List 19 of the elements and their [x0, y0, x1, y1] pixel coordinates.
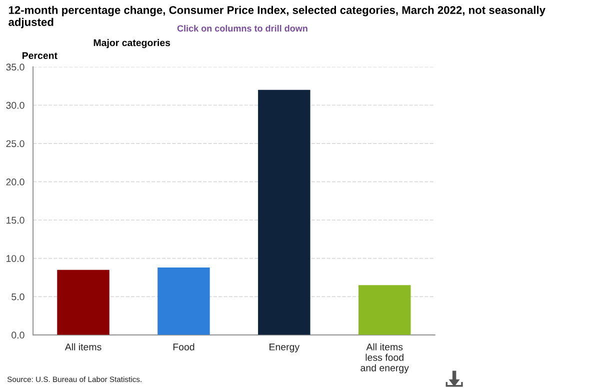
bar — [258, 90, 310, 335]
y-tick-label: 20.0 — [6, 178, 24, 186]
y-tick-label: 10.0 — [6, 255, 24, 262]
x-tick-label: Energy — [270, 344, 300, 352]
x-tick-label: All items — [64, 343, 102, 350]
y-tick-label: 35.0 — [6, 64, 24, 71]
text: Click on columns to drill down — [177, 24, 308, 32]
y-tick-label: 15.0 — [6, 216, 24, 224]
bar — [158, 268, 210, 335]
bar — [358, 285, 411, 335]
x-axis-title: Major categories — [94, 39, 170, 48]
x-tick-label: Food — [173, 343, 194, 350]
x-tick-label: All items less food and energy — [360, 343, 409, 374]
y-tick-label: 30.0 — [6, 102, 24, 109]
y-axis-title: Percent — [22, 52, 58, 60]
y-tick-label: 5.0 — [12, 293, 24, 300]
y-tick-label: 0.0 — [12, 332, 24, 339]
bar — [57, 270, 110, 335]
y-tick-label: 25.0 — [6, 140, 24, 148]
